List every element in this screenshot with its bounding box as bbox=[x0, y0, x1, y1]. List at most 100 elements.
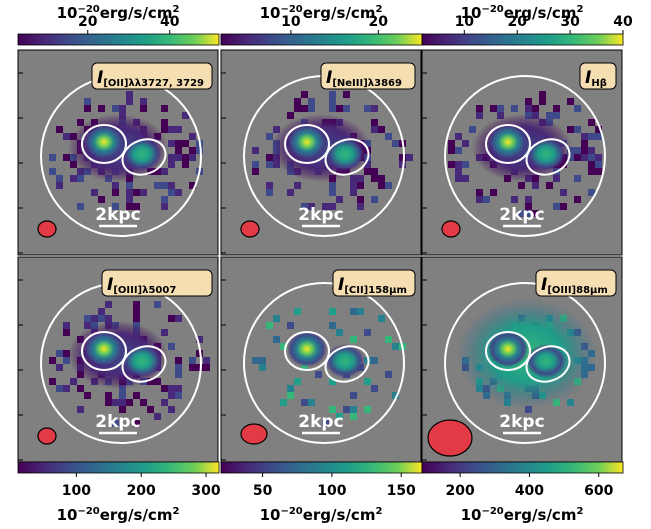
map-pixel bbox=[49, 357, 56, 364]
map-pixel bbox=[161, 203, 168, 210]
map-pixel bbox=[532, 182, 539, 189]
map-pixel bbox=[476, 105, 483, 112]
map-pixel bbox=[273, 336, 280, 343]
map-pixel bbox=[105, 392, 112, 399]
aperture-circle bbox=[444, 282, 606, 444]
map-pixel bbox=[287, 385, 294, 392]
map-pixel bbox=[553, 105, 560, 112]
map-pixel bbox=[273, 161, 280, 168]
map-pixel bbox=[308, 105, 315, 112]
map-pixel bbox=[511, 105, 518, 112]
map-pixel bbox=[154, 413, 161, 420]
unit-tail: erg/s/cm bbox=[100, 506, 173, 524]
label-subscript: [NeIII]λ3869 bbox=[332, 78, 402, 89]
aperture-ellipse bbox=[485, 124, 531, 164]
map-pixel bbox=[329, 98, 336, 105]
map-pixel bbox=[588, 154, 595, 161]
panel-label: I[NeIII]λ3869 bbox=[326, 68, 402, 89]
colorbar bbox=[421, 33, 624, 46]
map-pixel bbox=[112, 203, 119, 210]
map-pixel bbox=[371, 119, 378, 126]
map-pixel bbox=[329, 105, 336, 112]
map-pixel bbox=[294, 308, 301, 315]
map-pixel bbox=[497, 105, 504, 112]
colorbar-unit: 10−20erg/s/cm2 bbox=[57, 4, 180, 22]
map-pixel bbox=[63, 385, 70, 392]
beam-ellipse bbox=[37, 220, 57, 238]
scale-bar-label: 2kpc bbox=[298, 205, 343, 225]
map-pixel bbox=[392, 392, 399, 399]
colorbar bbox=[220, 33, 423, 46]
map-pixel bbox=[175, 140, 182, 147]
map-pixel bbox=[588, 147, 595, 154]
label-box bbox=[332, 269, 416, 297]
map-pixel bbox=[546, 112, 553, 119]
map-pixel bbox=[266, 182, 273, 189]
map-pixel bbox=[301, 399, 308, 406]
panel-label: IHβ bbox=[585, 68, 607, 89]
map-pixel bbox=[56, 350, 63, 357]
map-pixel bbox=[525, 210, 532, 217]
map-pixel bbox=[175, 147, 182, 154]
map-pixel bbox=[455, 175, 462, 182]
map-pixel bbox=[168, 392, 175, 399]
map-pixel bbox=[266, 189, 273, 196]
map-pixel bbox=[49, 378, 56, 385]
emission-peak bbox=[526, 137, 566, 171]
map-pixel bbox=[77, 119, 84, 126]
label-symbol: I bbox=[97, 68, 103, 88]
map-pixel bbox=[532, 210, 539, 217]
map-pixel bbox=[581, 154, 588, 161]
map-pixel bbox=[168, 154, 175, 161]
map-pixel bbox=[364, 105, 371, 112]
map-pixel bbox=[476, 196, 483, 203]
map-pixel bbox=[112, 182, 119, 189]
panel-4: 2kpc I[OIII]λ5007 100 200 300 10−20erg/s/cm2 bbox=[17, 256, 221, 524]
map-pixel bbox=[560, 189, 567, 196]
map-pixel bbox=[350, 182, 357, 189]
colorbar-tick-label: 200 bbox=[127, 483, 156, 499]
colorbar-tick-label: 600 bbox=[584, 483, 613, 499]
colorbar bbox=[17, 33, 220, 46]
map-pixel bbox=[196, 336, 203, 343]
map-pixel bbox=[483, 196, 490, 203]
map-pixel bbox=[126, 98, 133, 105]
label-box bbox=[101, 269, 213, 297]
map-pixel bbox=[266, 154, 273, 161]
map-pixel bbox=[378, 315, 385, 322]
map-pixel bbox=[63, 329, 70, 336]
map-pixel bbox=[273, 315, 280, 322]
map-pixel bbox=[133, 203, 140, 210]
map-pixel bbox=[175, 371, 182, 378]
map-pixel bbox=[581, 133, 588, 140]
map-pixel bbox=[329, 91, 336, 98]
map-pixel bbox=[371, 168, 378, 175]
aperture-circle bbox=[243, 282, 405, 444]
label-subscript: [OIII]λ5007 bbox=[113, 285, 176, 296]
map-pixel bbox=[350, 392, 357, 399]
map-pixel bbox=[399, 154, 406, 161]
map-pixel bbox=[343, 91, 350, 98]
map-pixel bbox=[294, 98, 301, 105]
map-pixel bbox=[294, 378, 301, 385]
map-pixel bbox=[140, 399, 147, 406]
panel-frame bbox=[220, 49, 422, 256]
map-pixel bbox=[560, 203, 567, 210]
emission-peak bbox=[84, 331, 124, 367]
map-pixel bbox=[133, 392, 140, 399]
map-pixel bbox=[49, 154, 56, 161]
map-pixel bbox=[70, 175, 77, 182]
map-pixel bbox=[189, 364, 196, 371]
map-pixel bbox=[448, 140, 455, 147]
map-pixel bbox=[574, 175, 581, 182]
map-pixel bbox=[84, 315, 91, 322]
map-pixel bbox=[168, 315, 175, 322]
map-pixel bbox=[266, 133, 273, 140]
label-box bbox=[535, 269, 617, 297]
aperture-ellipse bbox=[525, 345, 571, 383]
colorbar-tick-label: 40 bbox=[613, 14, 633, 30]
map-pixel bbox=[378, 126, 385, 133]
aperture-ellipse bbox=[485, 331, 531, 371]
map-pixel bbox=[595, 168, 602, 175]
